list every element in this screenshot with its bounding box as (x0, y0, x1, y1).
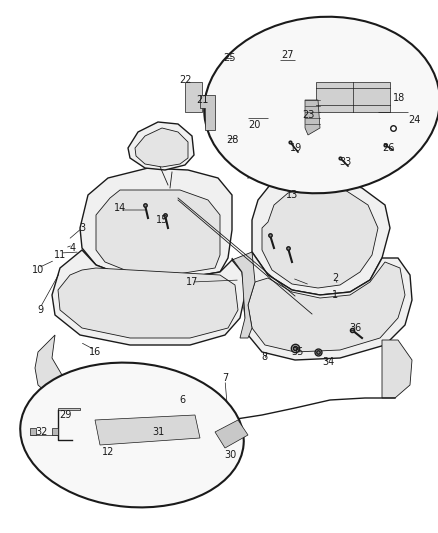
Text: 29: 29 (59, 410, 71, 420)
Text: 7: 7 (222, 373, 228, 383)
Polygon shape (128, 122, 194, 170)
Text: 28: 28 (226, 135, 238, 145)
Polygon shape (135, 128, 188, 167)
Text: 22: 22 (180, 75, 192, 85)
Polygon shape (248, 262, 405, 352)
Text: 19: 19 (290, 143, 302, 153)
Text: 23: 23 (302, 110, 314, 120)
Text: 33: 33 (339, 157, 351, 167)
Polygon shape (95, 415, 200, 445)
Polygon shape (58, 268, 238, 338)
Polygon shape (232, 252, 255, 338)
Text: 21: 21 (196, 95, 208, 105)
Polygon shape (200, 95, 215, 130)
Text: 16: 16 (89, 347, 101, 357)
Text: 32: 32 (36, 427, 48, 437)
Text: 6: 6 (179, 395, 185, 405)
Text: 31: 31 (152, 427, 164, 437)
Text: 9: 9 (37, 305, 43, 315)
Text: 34: 34 (322, 357, 334, 367)
Bar (30, 428, 36, 435)
Text: 15: 15 (156, 215, 168, 225)
Text: 11: 11 (54, 250, 66, 260)
Text: 18: 18 (393, 93, 405, 103)
Text: 3: 3 (79, 223, 85, 233)
Polygon shape (52, 250, 245, 345)
Text: 4: 4 (70, 243, 76, 253)
Text: 13: 13 (286, 190, 298, 200)
Text: 2: 2 (332, 273, 338, 283)
Bar (316, 82, 390, 112)
Polygon shape (80, 168, 232, 280)
Text: 27: 27 (282, 50, 294, 60)
Bar (52, 428, 58, 435)
Polygon shape (96, 190, 220, 275)
Text: 12: 12 (102, 447, 114, 457)
Text: 25: 25 (224, 53, 236, 63)
Polygon shape (274, 128, 338, 174)
Polygon shape (35, 335, 108, 408)
Text: 26: 26 (382, 143, 394, 153)
Text: 10: 10 (32, 265, 44, 275)
Text: 17: 17 (186, 277, 198, 287)
Text: 8: 8 (261, 352, 267, 362)
Polygon shape (382, 340, 412, 398)
Bar (58, 408, 80, 410)
Polygon shape (252, 176, 390, 295)
Polygon shape (215, 420, 248, 448)
Text: 36: 36 (349, 323, 361, 333)
Ellipse shape (204, 17, 438, 193)
Polygon shape (268, 122, 342, 178)
Text: 1: 1 (332, 290, 338, 300)
Ellipse shape (20, 362, 244, 507)
Polygon shape (262, 186, 378, 288)
Text: 20: 20 (248, 120, 260, 130)
Polygon shape (305, 100, 320, 135)
Bar (185, 82, 202, 112)
Text: 24: 24 (408, 115, 420, 125)
Text: 14: 14 (114, 203, 126, 213)
Text: 35: 35 (292, 347, 304, 357)
Polygon shape (244, 252, 412, 360)
Text: 30: 30 (224, 450, 236, 460)
